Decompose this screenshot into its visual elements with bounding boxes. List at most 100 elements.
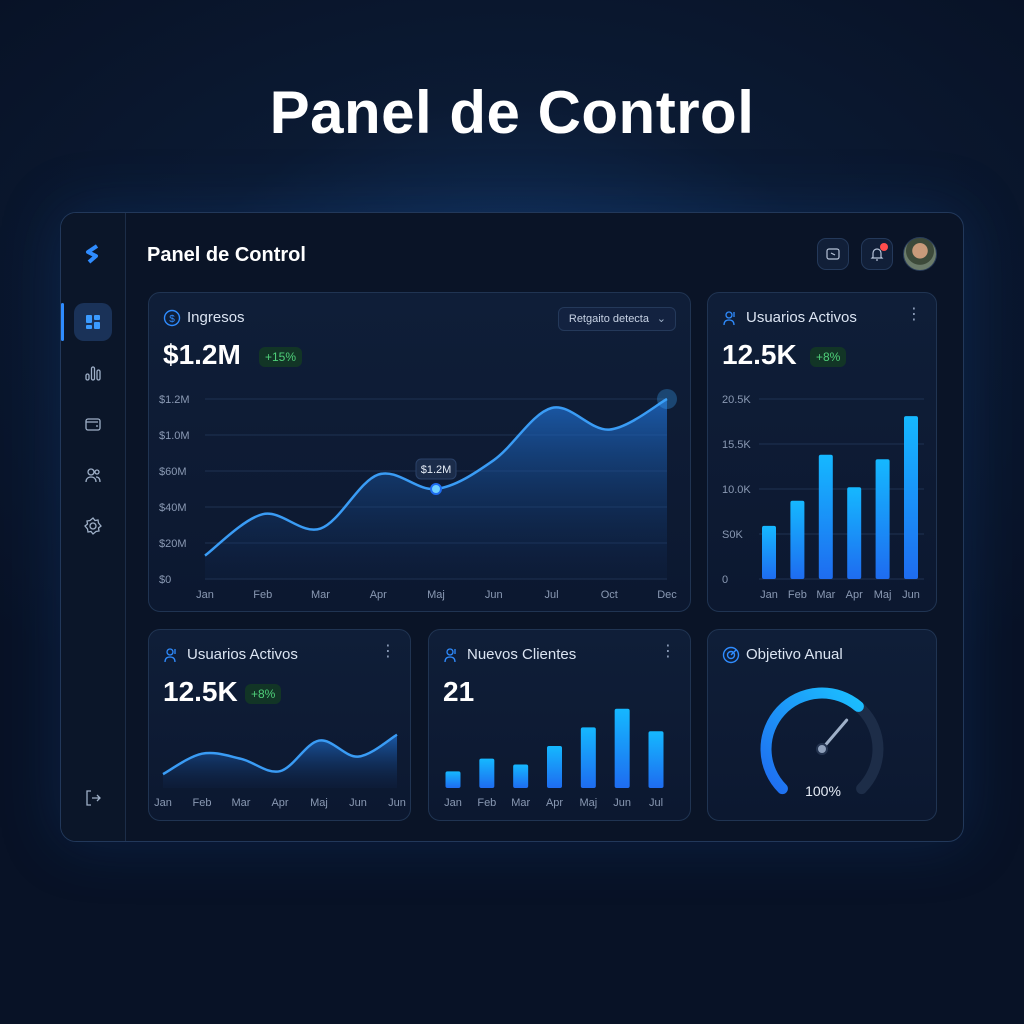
bell-icon (870, 248, 884, 261)
bar (904, 416, 918, 579)
x-tick-label: Jan (444, 797, 462, 809)
series-line (162, 733, 398, 776)
sidebar (61, 213, 126, 841)
x-tick-label: Maj (874, 589, 892, 601)
users-icon (723, 311, 735, 326)
x-tick-label: Dec (657, 589, 677, 601)
active-users-card: Usuarios Activos ⋮ 12.5K +8% 0 S0K 10.0K 15… (707, 292, 937, 612)
bar (847, 487, 862, 579)
bar (818, 454, 833, 579)
hero-title: Panel de Control (269, 79, 755, 146)
tooltip-label: $1.2M (421, 464, 452, 476)
range-dropdown[interactable]: Retgaito detecta ⌄ (557, 307, 676, 331)
tooltip-box (415, 458, 457, 480)
wallet-icon[interactable] (74, 405, 112, 443)
y-tick-label: $60M (159, 466, 187, 478)
dollar-icon: $ (163, 309, 181, 327)
area-fill (163, 734, 397, 788)
clients-bar-chart: Jan Feb Mar Apr Maj Jun Jul (444, 708, 664, 809)
annual-goal-card: Objetivo Anual 100% (707, 629, 937, 821)
card-title: Usuarios Activos (746, 309, 857, 326)
x-tick-label: Maj (427, 589, 445, 601)
users-value: 12.5K (722, 339, 797, 370)
change-badge: +15% (259, 347, 303, 367)
users-area-chart: Jan Feb Mar Apr Maj Jun Jun (154, 733, 406, 809)
users-bar-chart: 0 S0K 10.0K 15.5K 20.5K Jan Feb Mar Apr Maj Jun (722, 394, 924, 601)
notifications-button[interactable] (861, 238, 893, 270)
dropdown-label: Retgaito detecta (568, 313, 649, 325)
gauge-hub (816, 743, 828, 755)
active-indicator (61, 303, 64, 341)
more-icon[interactable]: ⋮ (380, 643, 396, 660)
x-tick-label: Mar (511, 797, 530, 809)
screen-button[interactable] (817, 238, 849, 270)
x-tick-label: Jun (485, 589, 503, 601)
x-tick-label: Jun (902, 589, 920, 601)
revenue-value: $1.2M (163, 339, 241, 370)
card-title: Usuarios Activos (187, 646, 298, 663)
target-icon (722, 646, 740, 664)
bar (790, 500, 805, 579)
revenue-chart: $0 $20M $40M $60M $1.0M $1.2M Jan Feb Mar Apr Maj J… (159, 389, 677, 601)
logo-icon (74, 235, 112, 273)
x-tick-label: Apr (846, 589, 863, 601)
x-tick-label: Maj (579, 797, 597, 809)
dashboard-window: Panel de Control $ Ingresos Retgaito det… (60, 212, 964, 842)
card-title: Nuevos Clientes (467, 646, 577, 663)
clients-value: 21 (443, 676, 475, 707)
bar (614, 708, 630, 788)
x-tick-label: Feb (788, 589, 807, 601)
users-value: 12.5K (163, 676, 238, 707)
x-tick-label: Feb (477, 797, 496, 809)
card-title: Objetivo Anual (746, 646, 843, 663)
x-tick-label: Jan (154, 797, 172, 809)
y-tick-label: 20.5K (722, 394, 751, 406)
bar (580, 727, 596, 788)
page-title: Panel de Control (147, 244, 306, 266)
bar (762, 525, 776, 579)
chevron-down-icon: ⌄ (656, 313, 666, 325)
x-tick-label: Apr (370, 589, 387, 601)
bar (875, 459, 890, 579)
y-tick-label: 0 (722, 574, 728, 586)
avatar[interactable] (903, 237, 937, 271)
x-tick-label: Jan (760, 589, 778, 601)
gauge-fill (760, 687, 864, 795)
highlight-point (430, 483, 442, 495)
x-tick-label: Jul (649, 797, 663, 809)
x-tick-label: Jan (196, 589, 214, 601)
bar (479, 758, 495, 788)
more-icon[interactable]: ⋮ (660, 643, 676, 660)
goal-gauge (760, 687, 884, 795)
card-title: Ingresos (187, 309, 245, 326)
bar (513, 764, 529, 788)
goal-percent: 100% (805, 783, 841, 799)
x-tick-label: Oct (601, 589, 618, 601)
y-tick-label: $1.2M (159, 394, 190, 406)
revenue-card: $ Ingresos Retgaito detecta ⌄ $1.2M +15% … (148, 292, 691, 612)
settings-icon[interactable] (74, 507, 112, 545)
y-tick-label: 10.0K (722, 484, 751, 496)
y-tick-label: $40M (159, 502, 187, 514)
x-tick-label: Jun (388, 797, 406, 809)
bar-chart-icon[interactable] (74, 354, 112, 392)
dashboard-icon[interactable] (74, 303, 112, 341)
x-tick-label: Feb (253, 589, 272, 601)
y-tick-label: $0 (159, 574, 171, 586)
y-tick-label: $1.0M (159, 430, 190, 442)
gauge-needle (820, 718, 849, 751)
y-tick-label: S0K (722, 529, 743, 541)
bar (445, 771, 461, 788)
x-tick-label: Mar (816, 589, 835, 601)
screen-icon (826, 248, 840, 260)
x-tick-label: Jul (544, 589, 558, 601)
y-tick-label: $20M (159, 538, 187, 550)
end-glow (657, 389, 677, 409)
x-tick-label: Mar (232, 797, 251, 809)
users-icon[interactable] (74, 456, 112, 494)
users-icon (444, 648, 456, 663)
logout-icon[interactable] (74, 779, 112, 817)
bar (648, 731, 664, 788)
svg-text:$: $ (169, 314, 175, 325)
more-icon[interactable]: ⋮ (906, 306, 922, 323)
